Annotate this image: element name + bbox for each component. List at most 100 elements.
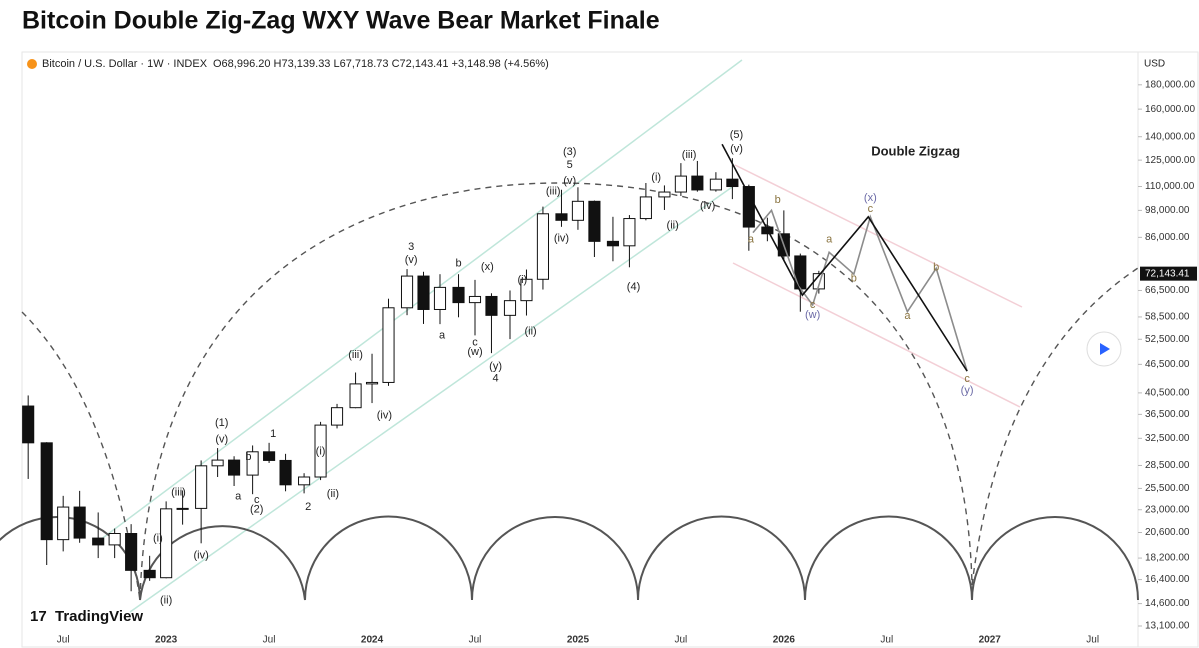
wave-label: c — [868, 203, 874, 215]
y-tick-label: 125,000.00 — [1145, 155, 1195, 166]
x-tick-label: 2027 — [979, 635, 1002, 646]
channel-line — [732, 262, 1021, 408]
candle-body — [22, 405, 35, 444]
wave-label: a — [748, 234, 755, 246]
wave-label: (i) — [517, 274, 527, 286]
y-tick-label: 110,000.00 — [1145, 181, 1195, 192]
cycle-semicircles — [0, 515, 1139, 601]
wave-label: 2 — [305, 501, 311, 513]
x-tick-label: Jul — [674, 635, 687, 646]
y-tick-label: 20,600.00 — [1145, 527, 1190, 538]
y-tick-label: 160,000.00 — [1145, 104, 1195, 115]
y-tick-label: 23,000.00 — [1145, 504, 1190, 515]
x-tick-label: 2026 — [773, 635, 796, 646]
y-tick-label: 46,500.00 — [1145, 359, 1190, 370]
wave-label: 3 — [408, 241, 414, 253]
chart-title: Bitcoin Double Zig-Zag WXY Wave Bear Mar… — [22, 7, 660, 35]
candle-body — [40, 442, 53, 541]
candle-body — [108, 533, 121, 546]
candle-body — [143, 569, 156, 579]
wave-label: (2) — [250, 504, 263, 516]
candle-body — [555, 213, 568, 221]
wave-label: (y) — [489, 360, 502, 372]
wave-label: (v) — [215, 434, 228, 446]
y-tick-label: 66,500.00 — [1145, 285, 1190, 296]
wave-label: 1 — [270, 428, 276, 440]
y-tick-label: 36,500.00 — [1145, 409, 1190, 420]
wave-label: 4 — [493, 373, 499, 385]
candle-body — [365, 381, 379, 385]
candle-body — [639, 196, 652, 220]
wave-label: c — [254, 494, 260, 506]
candle-body — [709, 178, 722, 191]
candle-body — [314, 424, 327, 478]
x-tick-label: Jul — [469, 635, 482, 646]
y-tick-label: 40,500.00 — [1145, 388, 1190, 399]
channel-line — [129, 184, 736, 613]
wave-label: (ii) — [160, 595, 172, 607]
wave-label: (i) — [153, 533, 163, 545]
wave-label: (iv) — [377, 409, 392, 421]
y-tick-label: 180,000.00 — [1145, 79, 1195, 90]
candle-body — [176, 507, 189, 510]
y-tick-label: 86,000.00 — [1145, 232, 1190, 243]
wave-label: (v) — [405, 254, 418, 266]
y-tick-label: 25,500.00 — [1145, 483, 1190, 494]
candle-body — [691, 175, 704, 191]
candle-body — [57, 506, 70, 541]
play-button[interactable] — [1086, 331, 1122, 367]
candle-body — [485, 295, 498, 316]
y-tick-label: 58,500.00 — [1145, 312, 1190, 323]
candle-body — [279, 459, 292, 486]
wave-label: (x) — [481, 261, 494, 273]
wave-label: (iii) — [682, 149, 697, 161]
chart-frame — [21, 51, 1199, 648]
y-tick-label: 14,600.00 — [1145, 598, 1190, 609]
candle-body — [125, 533, 138, 571]
y-tick-label: 28,500.00 — [1145, 460, 1190, 471]
candle-body — [433, 286, 447, 310]
candle-body — [246, 451, 259, 476]
wave-label: c — [472, 336, 478, 348]
wave-label: 5 — [567, 159, 573, 171]
x-tick-label: Jul — [1086, 635, 1099, 646]
candle-body — [298, 476, 311, 486]
projection-path — [721, 143, 968, 372]
symbol: Bitcoin / U.S. Dollar · 1W · INDEX — [42, 58, 208, 70]
wave-label: (v) — [730, 143, 743, 155]
x-tick-label: Jul — [880, 635, 893, 646]
wave-label: (iii) — [171, 486, 186, 498]
play-icon[interactable] — [1100, 343, 1110, 355]
wave-label: b — [851, 272, 857, 284]
wave-label: a — [826, 234, 833, 246]
quote: O68,996.20 H73,139.33 L67,718.73 C72,143… — [213, 58, 549, 70]
wave-label: (iii) — [546, 185, 561, 197]
candle-body — [400, 275, 414, 309]
wave-label: (iv) — [700, 200, 715, 212]
wave-label: c — [810, 299, 816, 311]
cycle-arc — [21, 311, 141, 601]
candle-body — [536, 213, 549, 280]
last-price-tag — [1140, 266, 1197, 281]
candle-body — [520, 278, 533, 302]
brand-name: TradingView — [55, 608, 143, 625]
wave-label: a — [439, 330, 446, 342]
wave-label: (x) — [864, 192, 877, 204]
x-tick-label: 2023 — [155, 635, 178, 646]
brand: 17 TradingView — [30, 608, 143, 625]
wave-label: (ii) — [667, 220, 679, 232]
candle-body — [452, 286, 465, 304]
wave-label: a — [904, 310, 911, 322]
wave-label: (w) — [805, 309, 820, 321]
last-price-label: 72,143.41 — [1145, 268, 1190, 279]
wave-label: a — [235, 491, 242, 503]
candle-body — [658, 191, 671, 198]
candle-body — [263, 451, 276, 461]
candle-body — [228, 459, 241, 476]
y-tick-label: 140,000.00 — [1145, 131, 1195, 142]
y-tick-label: 16,400.00 — [1145, 574, 1190, 585]
currency: USD — [1144, 59, 1165, 70]
candle-body — [674, 175, 687, 193]
candle-body — [503, 300, 517, 316]
